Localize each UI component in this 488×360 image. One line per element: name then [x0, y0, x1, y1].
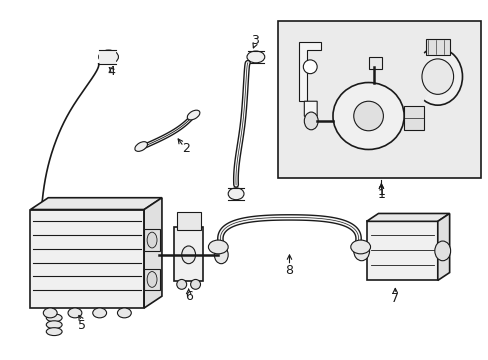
Text: 2: 2 [182, 142, 189, 155]
Ellipse shape [46, 314, 62, 322]
Ellipse shape [412, 48, 462, 105]
Ellipse shape [182, 246, 195, 264]
Wedge shape [408, 52, 437, 102]
Text: 4: 4 [107, 65, 115, 78]
Polygon shape [437, 213, 449, 280]
Bar [177, 212, 200, 230]
Ellipse shape [332, 82, 404, 149]
Ellipse shape [46, 321, 62, 329]
Ellipse shape [190, 279, 200, 289]
Ellipse shape [68, 308, 81, 318]
Bar [173, 227, 203, 282]
Ellipse shape [43, 308, 57, 318]
Ellipse shape [147, 271, 157, 287]
Ellipse shape [147, 232, 157, 248]
Polygon shape [144, 198, 162, 308]
Bar [404, 106, 423, 130]
Ellipse shape [350, 240, 370, 254]
Bar [368, 57, 382, 69]
Polygon shape [366, 213, 449, 221]
Bar [366, 221, 437, 280]
Ellipse shape [246, 51, 264, 63]
Ellipse shape [208, 240, 228, 254]
Ellipse shape [46, 328, 62, 336]
Ellipse shape [434, 241, 450, 261]
Ellipse shape [187, 110, 200, 120]
Ellipse shape [304, 112, 318, 130]
Text: 1: 1 [377, 185, 385, 198]
Text: 3: 3 [250, 34, 258, 47]
Circle shape [303, 60, 317, 74]
Text: 6: 6 [184, 290, 192, 303]
Polygon shape [304, 101, 317, 121]
Text: 1: 1 [377, 188, 385, 201]
Ellipse shape [117, 308, 131, 318]
Ellipse shape [353, 101, 383, 131]
Bar [144, 269, 160, 290]
Ellipse shape [177, 279, 186, 289]
Bar [425, 39, 449, 55]
Text: 5: 5 [78, 319, 86, 332]
Ellipse shape [228, 188, 244, 200]
Ellipse shape [353, 241, 369, 261]
Ellipse shape [145, 246, 159, 264]
Bar [30, 210, 144, 308]
Ellipse shape [135, 142, 147, 151]
Ellipse shape [421, 59, 453, 94]
Polygon shape [30, 198, 162, 210]
Polygon shape [299, 42, 321, 101]
Ellipse shape [99, 50, 118, 64]
Bar [144, 229, 160, 251]
Ellipse shape [93, 308, 106, 318]
Bar [99, 50, 116, 64]
Bar [277, 21, 480, 178]
Ellipse shape [214, 246, 228, 264]
Text: 7: 7 [390, 292, 398, 305]
Text: 8: 8 [285, 264, 293, 277]
